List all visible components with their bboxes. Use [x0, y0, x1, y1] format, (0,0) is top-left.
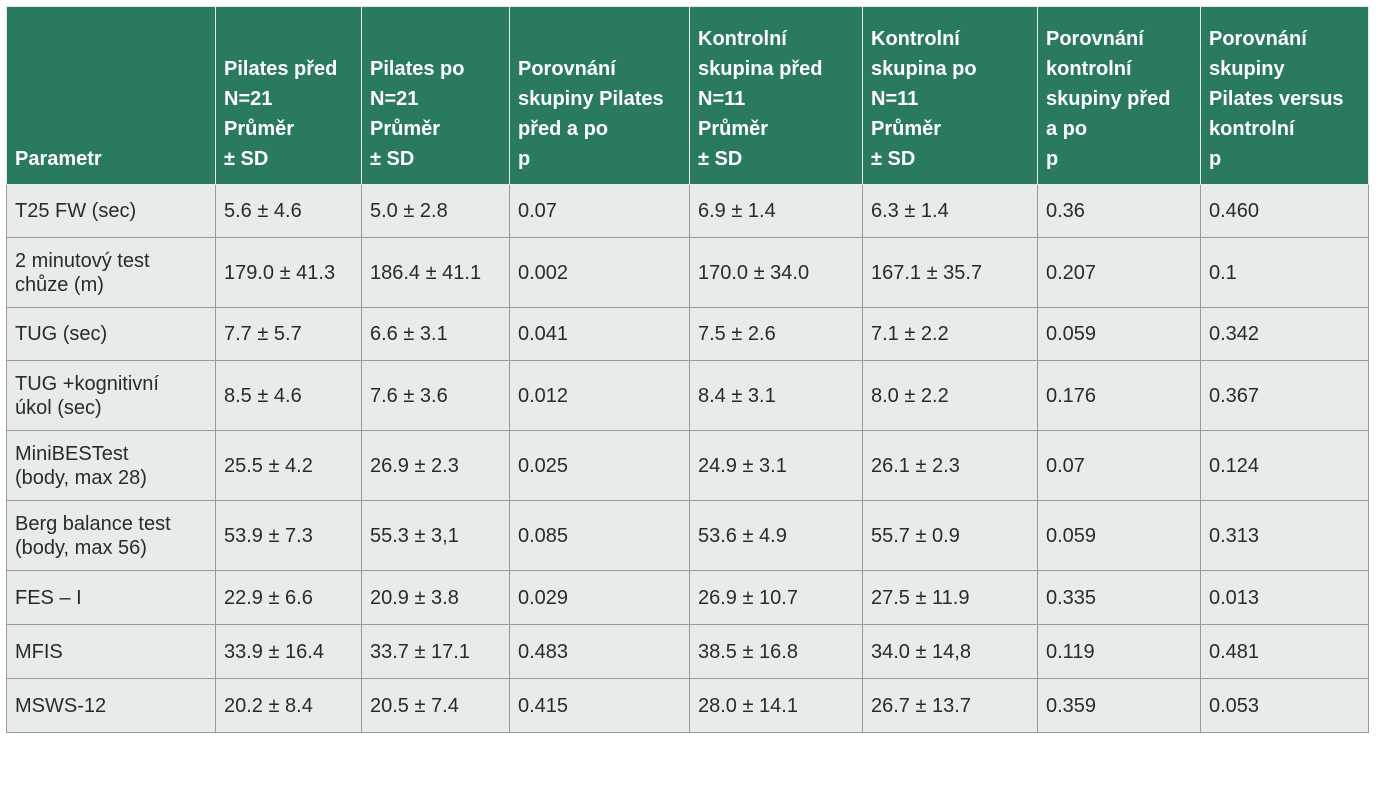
- cell-value: 0.013: [1200, 570, 1369, 625]
- cell-value: 0.207: [1037, 237, 1201, 308]
- cell-value: 0.025: [509, 430, 690, 501]
- cell-value: 8.5 ± 4.6: [215, 360, 362, 431]
- cell-value: 0.460: [1200, 184, 1369, 238]
- cell-value: 38.5 ± 16.8: [689, 624, 863, 679]
- cell-value: 26.9 ± 10.7: [689, 570, 863, 625]
- header-row: Parametr Pilates před N=21 Průměr ± SD P…: [6, 6, 1369, 185]
- cell-value: 33.7 ± 17.1: [361, 624, 510, 679]
- results-table: Parametr Pilates před N=21 Průměr ± SD P…: [6, 6, 1369, 733]
- cell-value: 5.6 ± 4.6: [215, 184, 362, 238]
- table-row: Berg balance test (body, max 56) 53.9 ± …: [6, 500, 1369, 571]
- header-pilates-po: Pilates po N=21 Průměr ± SD: [361, 6, 510, 185]
- cell-value: 6.9 ± 1.4: [689, 184, 863, 238]
- cell-value: 28.0 ± 14.1: [689, 678, 863, 733]
- cell-value: 8.0 ± 2.2: [862, 360, 1038, 431]
- cell-value: 53.9 ± 7.3: [215, 500, 362, 571]
- header-kontrolni-po: Kontrolní skupina po N=11 Průměr ± SD: [862, 6, 1038, 185]
- cell-value: 186.4 ± 41.1: [361, 237, 510, 308]
- cell-value: 25.5 ± 4.2: [215, 430, 362, 501]
- cell-value: 22.9 ± 6.6: [215, 570, 362, 625]
- cell-value: 0.002: [509, 237, 690, 308]
- cell-value: 0.1: [1200, 237, 1369, 308]
- cell-value: 0.085: [509, 500, 690, 571]
- table-row: MSWS-12 20.2 ± 8.4 20.5 ± 7.4 0.415 28.0…: [6, 678, 1369, 733]
- cell-value: 0.483: [509, 624, 690, 679]
- table-row: T25 FW (sec) 5.6 ± 4.6 5.0 ± 2.8 0.07 6.…: [6, 184, 1369, 238]
- table-row: MFIS 33.9 ± 16.4 33.7 ± 17.1 0.483 38.5 …: [6, 624, 1369, 679]
- cell-value: 0.059: [1037, 500, 1201, 571]
- cell-value: 7.7 ± 5.7: [215, 307, 362, 361]
- header-pilates-vs-kontrolni: Porovnání skupiny Pilates versus kontrol…: [1200, 6, 1369, 185]
- cell-value: 5.0 ± 2.8: [361, 184, 510, 238]
- cell-value: 0.415: [509, 678, 690, 733]
- cell-parametr: MFIS: [6, 624, 216, 679]
- cell-value: 0.07: [1037, 430, 1201, 501]
- cell-value: 0.124: [1200, 430, 1369, 501]
- cell-value: 7.5 ± 2.6: [689, 307, 863, 361]
- cell-parametr: T25 FW (sec): [6, 184, 216, 238]
- cell-value: 170.0 ± 34.0: [689, 237, 863, 308]
- cell-value: 53.6 ± 4.9: [689, 500, 863, 571]
- cell-value: 0.36: [1037, 184, 1201, 238]
- table-row: TUG (sec) 7.7 ± 5.7 6.6 ± 3.1 0.041 7.5 …: [6, 307, 1369, 361]
- header-parametr: Parametr: [6, 6, 216, 185]
- header-pilates-pred: Pilates před N=21 Průměr ± SD: [215, 6, 362, 185]
- cell-value: 27.5 ± 11.9: [862, 570, 1038, 625]
- cell-value: 20.9 ± 3.8: [361, 570, 510, 625]
- cell-value: 0.481: [1200, 624, 1369, 679]
- cell-value: 7.1 ± 2.2: [862, 307, 1038, 361]
- cell-value: 0.059: [1037, 307, 1201, 361]
- cell-value: 0.07: [509, 184, 690, 238]
- header-kontrolni-pred: Kontrolní skupina před N=11 Průměr ± SD: [689, 6, 863, 185]
- cell-parametr: 2 minutový test chůze (m): [6, 237, 216, 308]
- cell-parametr: TUG (sec): [6, 307, 216, 361]
- cell-value: 0.335: [1037, 570, 1201, 625]
- cell-parametr: MiniBESTest (body, max 28): [6, 430, 216, 501]
- cell-value: 33.9 ± 16.4: [215, 624, 362, 679]
- header-porovnani-kontrolni: Porovnání kontrolní skupiny před a po p: [1037, 6, 1201, 185]
- cell-value: 167.1 ± 35.7: [862, 237, 1038, 308]
- cell-parametr: Berg balance test (body, max 56): [6, 500, 216, 571]
- table-header: Parametr Pilates před N=21 Průměr ± SD P…: [6, 6, 1369, 185]
- table-row: TUG +kognitivní úkol (sec) 8.5 ± 4.6 7.6…: [6, 360, 1369, 431]
- cell-value: 0.053: [1200, 678, 1369, 733]
- cell-value: 179.0 ± 41.3: [215, 237, 362, 308]
- cell-value: 20.5 ± 7.4: [361, 678, 510, 733]
- cell-parametr: TUG +kognitivní úkol (sec): [6, 360, 216, 431]
- cell-value: 0.119: [1037, 624, 1201, 679]
- cell-value: 55.3 ± 3,1: [361, 500, 510, 571]
- cell-value: 26.1 ± 2.3: [862, 430, 1038, 501]
- cell-parametr: MSWS-12: [6, 678, 216, 733]
- results-table-container: Parametr Pilates před N=21 Průměr ± SD P…: [6, 6, 1369, 733]
- table-row: MiniBESTest (body, max 28) 25.5 ± 4.2 26…: [6, 430, 1369, 501]
- cell-value: 26.7 ± 13.7: [862, 678, 1038, 733]
- cell-value: 24.9 ± 3.1: [689, 430, 863, 501]
- cell-value: 8.4 ± 3.1: [689, 360, 863, 431]
- cell-parametr: FES – I: [6, 570, 216, 625]
- table-row: 2 minutový test chůze (m) 179.0 ± 41.3 1…: [6, 237, 1369, 308]
- cell-value: 0.041: [509, 307, 690, 361]
- cell-value: 34.0 ± 14,8: [862, 624, 1038, 679]
- cell-value: 0.359: [1037, 678, 1201, 733]
- cell-value: 0.029: [509, 570, 690, 625]
- header-porovnani-pilates: Porovnání skupiny Pilates před a po p: [509, 6, 690, 185]
- cell-value: 26.9 ± 2.3: [361, 430, 510, 501]
- table-body: T25 FW (sec) 5.6 ± 4.6 5.0 ± 2.8 0.07 6.…: [6, 184, 1369, 733]
- cell-value: 7.6 ± 3.6: [361, 360, 510, 431]
- cell-value: 0.342: [1200, 307, 1369, 361]
- cell-value: 6.6 ± 3.1: [361, 307, 510, 361]
- cell-value: 6.3 ± 1.4: [862, 184, 1038, 238]
- cell-value: 0.367: [1200, 360, 1369, 431]
- table-row: FES – I 22.9 ± 6.6 20.9 ± 3.8 0.029 26.9…: [6, 570, 1369, 625]
- cell-value: 20.2 ± 8.4: [215, 678, 362, 733]
- cell-value: 0.313: [1200, 500, 1369, 571]
- cell-value: 0.176: [1037, 360, 1201, 431]
- cell-value: 55.7 ± 0.9: [862, 500, 1038, 571]
- cell-value: 0.012: [509, 360, 690, 431]
